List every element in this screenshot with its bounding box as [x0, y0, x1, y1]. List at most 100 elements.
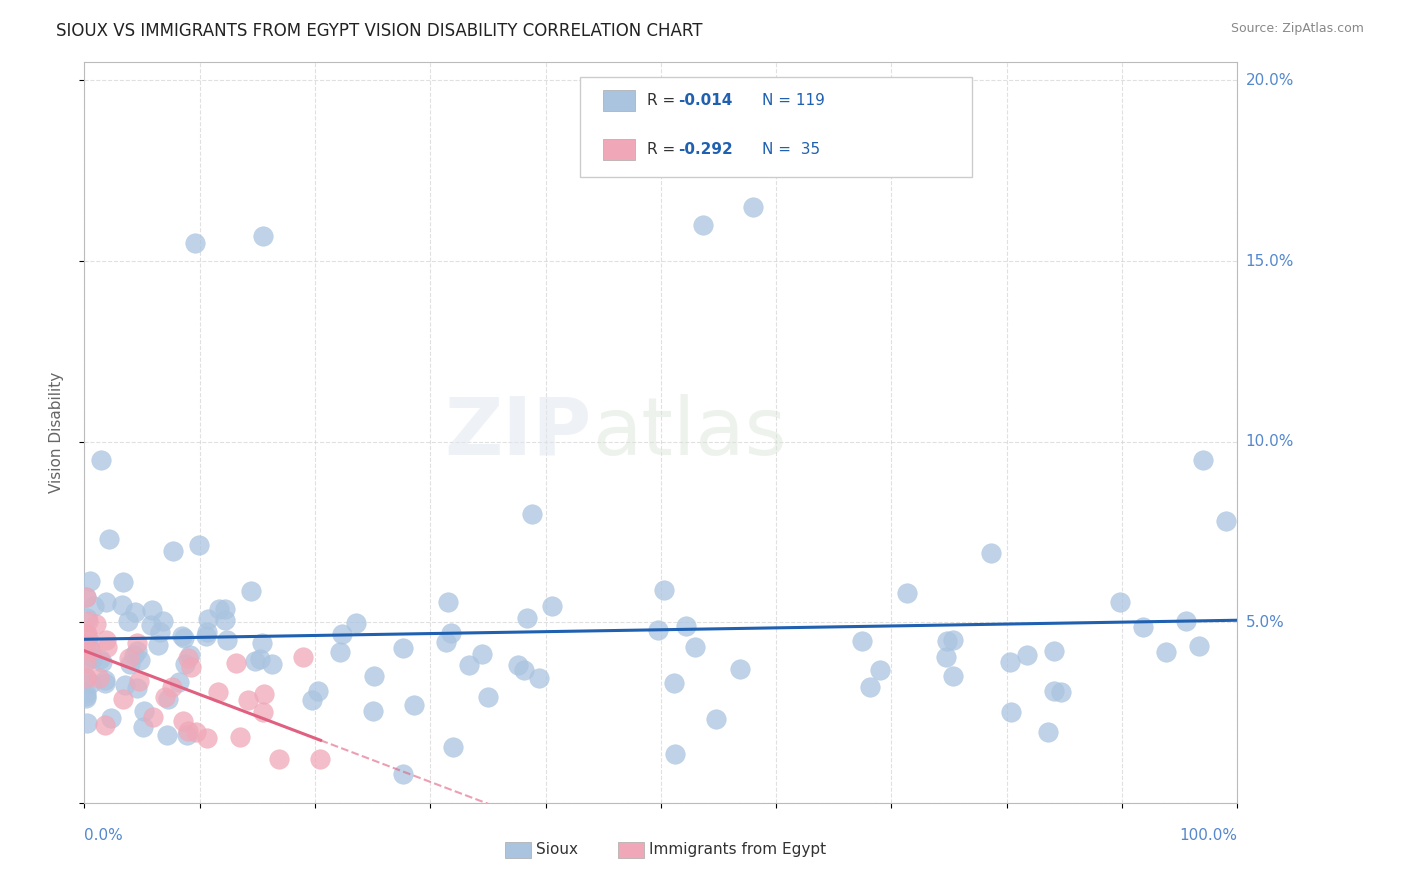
Point — [252, 228, 274, 243]
Text: 10.0%: 10.0% — [1246, 434, 1294, 450]
Point — [253, 688, 276, 702]
Point — [859, 680, 882, 694]
Point — [139, 618, 162, 632]
Point — [238, 692, 260, 706]
Point — [89, 651, 111, 665]
Point — [664, 747, 686, 761]
Point — [361, 704, 384, 718]
Point — [124, 605, 146, 619]
Point — [214, 602, 236, 616]
Text: 15.0%: 15.0% — [1246, 253, 1294, 268]
Point — [1191, 452, 1213, 467]
Point — [75, 590, 97, 604]
Point — [75, 637, 97, 651]
Point — [1174, 614, 1197, 628]
Text: R =: R = — [647, 93, 681, 108]
Point — [156, 728, 179, 742]
Point — [692, 218, 714, 232]
Point — [87, 671, 110, 685]
Point — [245, 654, 267, 668]
Point — [77, 631, 100, 645]
Point — [80, 644, 103, 658]
FancyBboxPatch shape — [619, 842, 644, 858]
Point — [149, 624, 172, 639]
Point — [179, 648, 201, 662]
Point — [111, 692, 134, 706]
Text: -0.292: -0.292 — [678, 143, 733, 157]
Point — [176, 728, 198, 742]
Point — [851, 633, 873, 648]
Point — [249, 651, 271, 665]
Point — [83, 599, 105, 614]
Point — [458, 658, 481, 673]
Point — [214, 613, 236, 627]
Point — [477, 690, 499, 705]
Point — [77, 615, 100, 629]
Point — [664, 676, 686, 690]
Point — [156, 691, 179, 706]
FancyBboxPatch shape — [603, 139, 636, 161]
Point — [440, 626, 463, 640]
FancyBboxPatch shape — [581, 78, 972, 178]
Point — [240, 583, 263, 598]
Text: N = 119: N = 119 — [762, 93, 825, 108]
Text: R =: R = — [647, 143, 681, 157]
Point — [127, 643, 149, 657]
Point — [363, 669, 385, 683]
Point — [730, 662, 752, 676]
Point — [675, 619, 697, 633]
Point — [184, 235, 207, 250]
FancyBboxPatch shape — [505, 842, 530, 858]
Point — [516, 610, 538, 624]
Point — [391, 767, 413, 781]
Point — [330, 627, 353, 641]
Point — [225, 656, 247, 670]
Point — [84, 616, 107, 631]
Point — [252, 635, 274, 649]
Point — [91, 655, 114, 669]
Text: 20.0%: 20.0% — [1246, 73, 1294, 88]
Point — [652, 583, 675, 598]
Point — [93, 675, 115, 690]
Point — [197, 731, 219, 745]
Point — [75, 591, 97, 605]
Point — [520, 507, 543, 521]
Point — [935, 650, 957, 665]
Point — [75, 656, 97, 670]
Point — [75, 626, 97, 640]
Text: 0.0%: 0.0% — [84, 828, 124, 843]
Point — [117, 614, 139, 628]
Point — [100, 711, 122, 725]
Text: N =  35: N = 35 — [762, 143, 821, 157]
Point — [301, 692, 323, 706]
Point — [1000, 655, 1022, 669]
Point — [170, 629, 193, 643]
Point — [683, 640, 706, 655]
Point — [76, 611, 98, 625]
Text: 5.0%: 5.0% — [1246, 615, 1284, 630]
Point — [647, 623, 669, 637]
Point — [111, 598, 134, 612]
Point — [132, 720, 155, 734]
Text: ZIP: ZIP — [444, 393, 592, 472]
Point — [114, 678, 136, 692]
Point — [292, 650, 315, 665]
Point — [346, 616, 368, 631]
Point — [97, 532, 120, 546]
Point — [215, 633, 238, 648]
Point — [75, 654, 97, 668]
Point — [195, 629, 218, 643]
Text: atlas: atlas — [592, 393, 786, 472]
Point — [404, 698, 426, 713]
Point — [541, 599, 564, 614]
Point — [269, 752, 291, 766]
Point — [132, 704, 155, 718]
Point — [207, 685, 229, 699]
Point — [1132, 620, 1154, 634]
Point — [94, 717, 117, 731]
Text: SIOUX VS IMMIGRANTS FROM EGYPT VISION DISABILITY CORRELATION CHART: SIOUX VS IMMIGRANTS FROM EGYPT VISION DI… — [56, 22, 703, 40]
Point — [896, 586, 918, 600]
Point — [208, 601, 231, 615]
Point — [942, 632, 965, 647]
Point — [197, 611, 219, 625]
